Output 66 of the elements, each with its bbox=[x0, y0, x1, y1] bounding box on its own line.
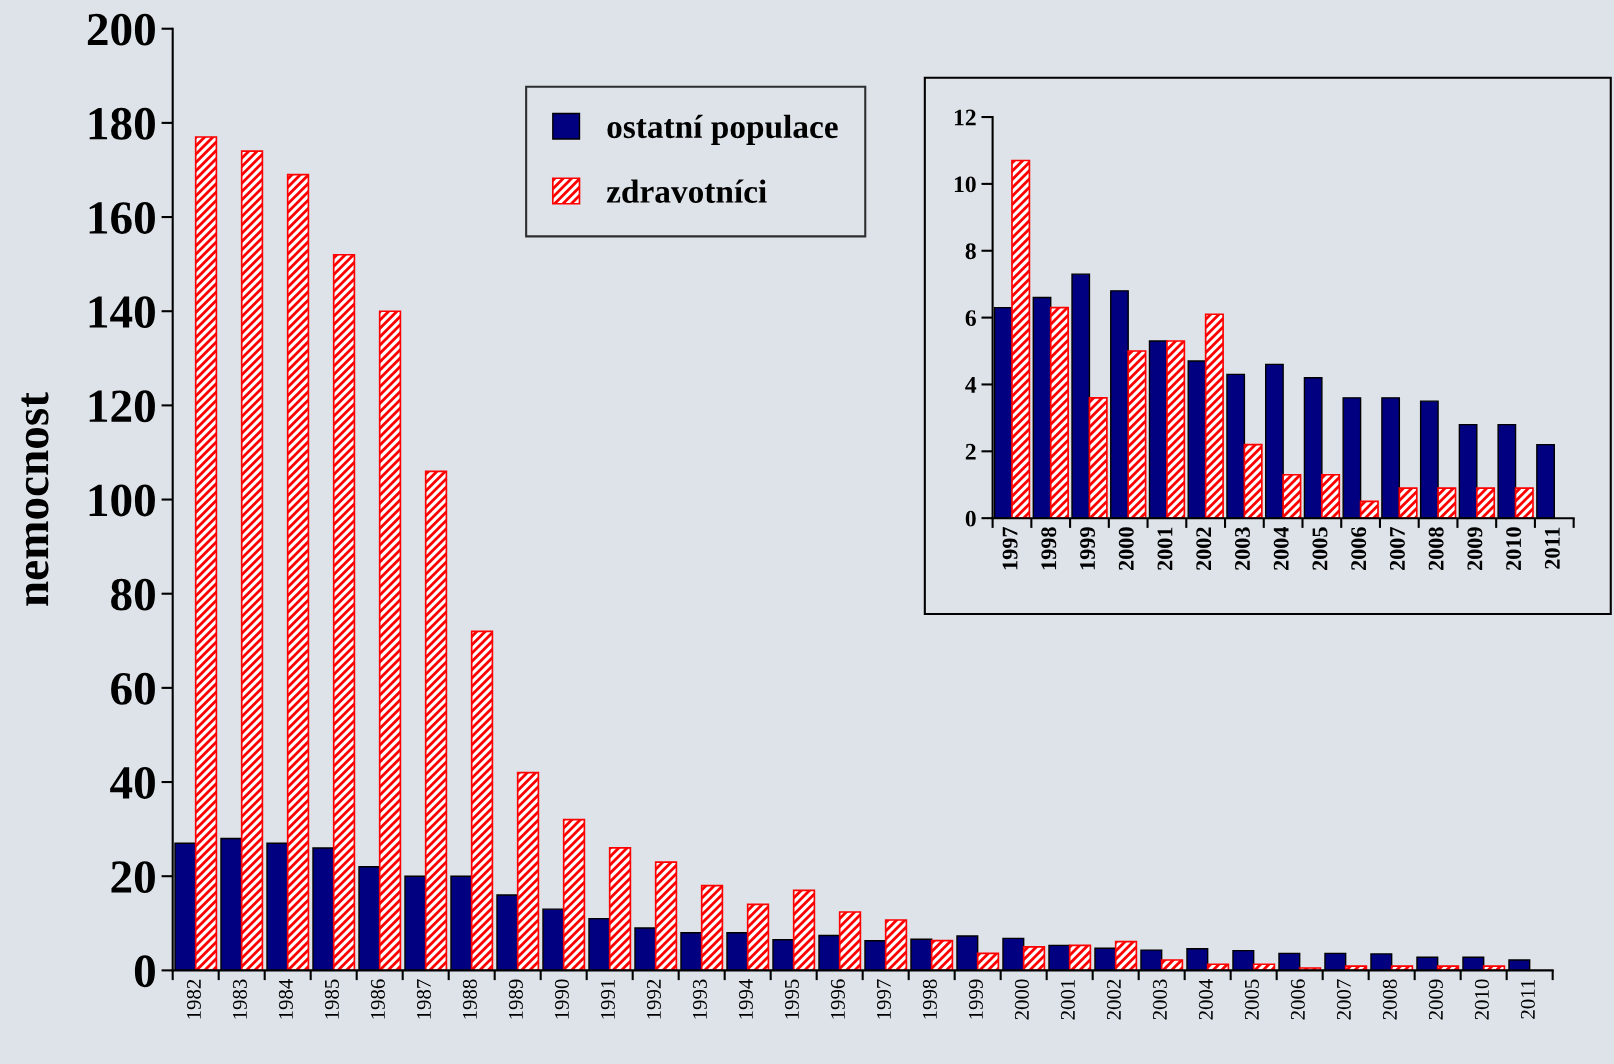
x-tick-label: 2000 bbox=[1014, 979, 1029, 1020]
x-tick-label: 1997 bbox=[1002, 527, 1018, 570]
y-tick-label: 2 bbox=[965, 443, 976, 460]
x-tick-label: 2006 bbox=[1290, 979, 1305, 1020]
x-tick-label: 1983 bbox=[232, 979, 247, 1019]
x-tick-label: 1984 bbox=[278, 979, 293, 1019]
x-tick-label: 1998 bbox=[922, 979, 937, 1019]
legend-label: ostatní populace bbox=[607, 114, 838, 145]
x-tick-label: 1986 bbox=[370, 979, 385, 1019]
y-tick-label: 8 bbox=[965, 243, 976, 260]
x-tick-label: 1988 bbox=[462, 979, 477, 1019]
x-tick-label: 2003 bbox=[1152, 979, 1167, 1020]
y-tick-label: 20 bbox=[111, 861, 155, 894]
x-tick-label: 2007 bbox=[1336, 979, 1351, 1020]
x-tick-label: 2009 bbox=[1428, 979, 1443, 1020]
y-tick-label: 10 bbox=[954, 176, 976, 193]
y-tick-label: 40 bbox=[110, 767, 155, 799]
y-axis-title: nemocnost bbox=[21, 392, 49, 606]
x-tick-label: 2000 bbox=[1118, 527, 1134, 571]
x-tick-label: 2004 bbox=[1198, 979, 1213, 1020]
x-tick-label: 2009 bbox=[1467, 527, 1483, 571]
x-tick-label: 1995 bbox=[784, 979, 799, 1019]
x-tick-label: 2002 bbox=[1196, 527, 1212, 571]
y-tick-label: 6 bbox=[965, 310, 976, 327]
x-tick-label: 2002 bbox=[1106, 979, 1121, 1020]
x-tick-label: 2007 bbox=[1389, 527, 1405, 571]
x-tick-label: 1989 bbox=[508, 979, 523, 1019]
y-tick-label: 100 bbox=[89, 484, 155, 517]
x-tick-label: 2008 bbox=[1382, 979, 1397, 1020]
x-tick-label: 1993 bbox=[692, 979, 707, 1019]
x-tick-label: 2010 bbox=[1506, 527, 1522, 571]
y-tick-label: 80 bbox=[111, 578, 155, 611]
y-tick-label: 120 bbox=[89, 390, 155, 423]
y-tick-label: 140 bbox=[89, 296, 155, 329]
x-tick-label: 1999 bbox=[968, 979, 983, 1019]
y-tick-label: 160 bbox=[89, 202, 155, 234]
y-tick-label: 0 bbox=[134, 955, 155, 988]
y-tick-label: 4 bbox=[965, 377, 977, 393]
x-tick-label: 2011 bbox=[1520, 979, 1535, 1019]
x-tick-label: 1996 bbox=[830, 979, 845, 1019]
x-tick-label: 1992 bbox=[646, 979, 661, 1019]
y-tick-label: 0 bbox=[965, 510, 976, 527]
x-tick-label: 2008 bbox=[1428, 527, 1444, 571]
x-tick-label: 1990 bbox=[554, 979, 569, 1019]
x-tick-label: 1994 bbox=[738, 979, 753, 1019]
x-tick-label: 2003 bbox=[1234, 527, 1250, 571]
x-tick-label: 1999 bbox=[1080, 527, 1096, 570]
x-tick-label: 2001 bbox=[1060, 979, 1075, 1020]
x-tick-label: 1982 bbox=[186, 979, 201, 1019]
x-tick-label: 1998 bbox=[1041, 527, 1057, 570]
y-tick-label: 200 bbox=[87, 13, 155, 46]
x-tick-label: 1985 bbox=[324, 979, 339, 1019]
x-tick-label: 2010 bbox=[1474, 979, 1489, 1020]
x-tick-label: 2006 bbox=[1351, 527, 1367, 571]
x-tick-label: 2004 bbox=[1273, 526, 1289, 571]
x-tick-label: 2001 bbox=[1157, 527, 1173, 571]
x-tick-label: 2011 bbox=[1544, 527, 1560, 569]
x-tick-label: 2005 bbox=[1244, 979, 1259, 1020]
y-tick-label: 12 bbox=[954, 109, 976, 126]
y-tick-label: 60 bbox=[111, 672, 155, 705]
x-tick-label: 1991 bbox=[600, 979, 615, 1019]
x-tick-label: 1987 bbox=[416, 979, 431, 1019]
y-tick-label: 180 bbox=[89, 107, 155, 140]
x-tick-label: 1997 bbox=[876, 979, 891, 1019]
legend-label: zdravotníci bbox=[606, 179, 767, 203]
x-tick-label: 2005 bbox=[1312, 527, 1328, 571]
